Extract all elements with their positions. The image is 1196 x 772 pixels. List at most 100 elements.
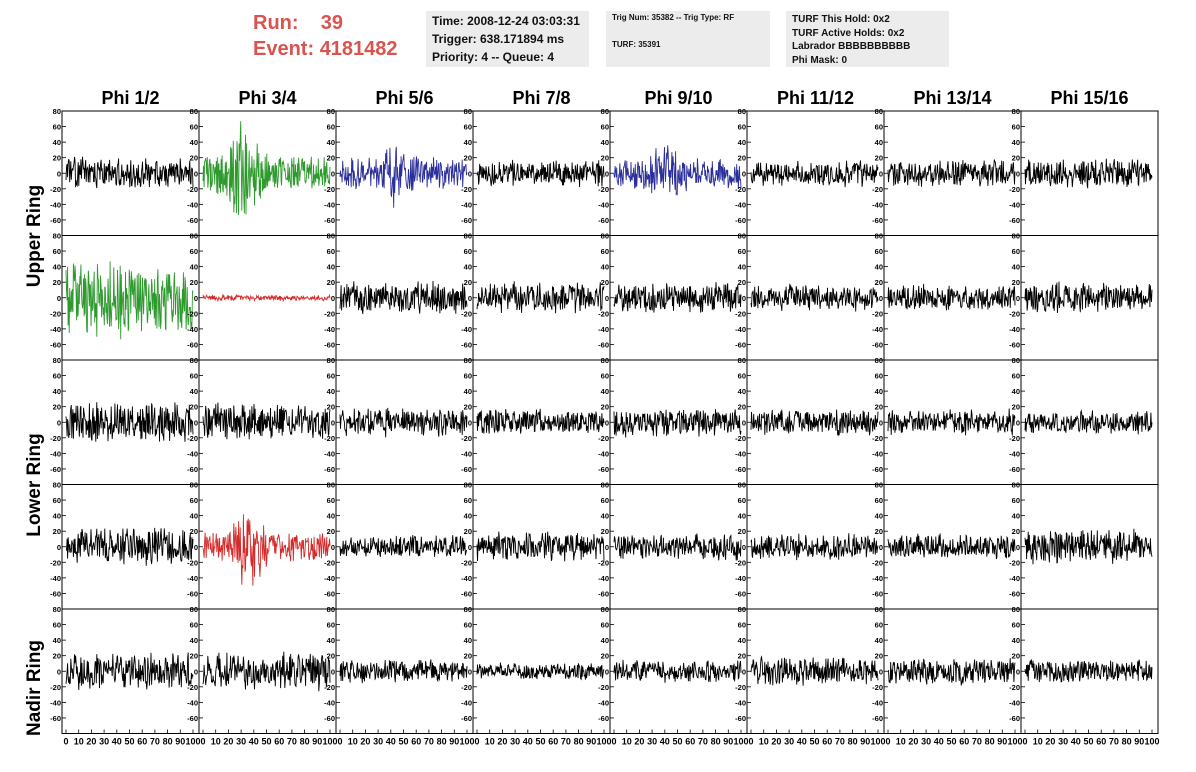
turf-text: TURF: 35391 — [612, 40, 661, 49]
y-tick-label: 0 — [1016, 667, 1020, 676]
y-tick-label: -20 — [324, 185, 335, 194]
trig-num-text: Trig Num: 35382 -- Trig Type: RF — [612, 13, 735, 22]
y-tick-label: 0 — [194, 294, 198, 303]
x-tick-label: 0 — [611, 737, 616, 747]
waveform-trace — [339, 280, 468, 314]
y-tick-label: 60 — [190, 621, 198, 630]
y-tick-label: -20 — [735, 434, 746, 443]
y-tick-label: -20 — [461, 309, 472, 318]
y-tick-label: 20 — [327, 527, 335, 536]
y-tick-label: 40 — [738, 636, 746, 645]
y-tick-label: -40 — [187, 574, 198, 583]
x-tick-label: 100 — [1144, 737, 1159, 747]
x-tick-label: 80 — [574, 737, 584, 747]
column-header-3: Phi 5/6 — [375, 88, 433, 108]
y-tick-label: -40 — [1009, 574, 1020, 583]
y-tick-label: -60 — [50, 589, 61, 598]
y-tick-label: 20 — [53, 278, 61, 287]
x-tick-label: 30 — [510, 737, 520, 747]
waveform-trace — [613, 282, 742, 313]
y-tick-label: 0 — [194, 667, 198, 676]
y-tick-label: 20 — [1012, 652, 1020, 661]
y-tick-label: 80 — [875, 481, 883, 490]
y-tick-label: -60 — [461, 340, 472, 349]
x-tick-label: 0 — [63, 737, 68, 747]
y-tick-label: -60 — [872, 714, 883, 723]
y-tick-label: 40 — [875, 387, 883, 396]
y-tick-label: 60 — [1012, 372, 1020, 381]
time-info-box: Time: 2008-12-24 03:03:31 Trigger: 638.1… — [426, 11, 589, 67]
y-tick-label: 40 — [190, 512, 198, 521]
y-tick-label: -20 — [187, 185, 198, 194]
y-tick-label: 0 — [468, 294, 472, 303]
y-tick-label: 80 — [190, 481, 198, 490]
x-tick-label: 60 — [274, 737, 284, 747]
waveform-trace — [65, 527, 194, 566]
y-tick-label: 40 — [464, 263, 472, 272]
y-tick-label: -20 — [50, 558, 61, 567]
x-tick-label: 60 — [822, 737, 832, 747]
y-tick-label: 0 — [57, 543, 61, 552]
waveform-trace — [202, 121, 331, 216]
y-tick-label: -60 — [187, 589, 198, 598]
y-tick-label: 20 — [53, 527, 61, 536]
y-tick-label: -40 — [50, 325, 61, 334]
y-tick-label: -40 — [598, 698, 609, 707]
y-tick-label: -20 — [735, 683, 746, 692]
y-tick-label: -40 — [598, 574, 609, 583]
y-tick-label: 40 — [327, 636, 335, 645]
waveform-trace — [65, 652, 194, 691]
x-tick-label: 60 — [548, 737, 558, 747]
column-header-5: Phi 9/10 — [644, 88, 712, 108]
y-tick-label: 20 — [464, 527, 472, 536]
x-tick-label: 90 — [175, 737, 185, 747]
y-tick-label: -20 — [735, 558, 746, 567]
y-tick-label: 40 — [601, 263, 609, 272]
y-tick-label: 40 — [738, 387, 746, 396]
y-tick-label: 60 — [875, 247, 883, 256]
y-tick-label: 80 — [53, 107, 61, 116]
y-tick-label: 0 — [742, 418, 746, 427]
y-tick-label: -20 — [50, 185, 61, 194]
y-tick-label: -40 — [461, 200, 472, 209]
y-tick-label: 40 — [875, 512, 883, 521]
x-tick-label: 0 — [748, 737, 753, 747]
y-tick-label: 40 — [1012, 636, 1020, 645]
x-tick-label: 40 — [386, 737, 396, 747]
x-tick-label: 10 — [74, 737, 84, 747]
x-tick-label: 100 — [322, 737, 337, 747]
y-tick-label: -20 — [598, 309, 609, 318]
x-tick-label: 60 — [411, 737, 421, 747]
waveform-trace — [1024, 528, 1153, 565]
y-tick-label: -40 — [735, 449, 746, 458]
x-tick-label: 10 — [348, 737, 358, 747]
x-tick-label: 100 — [870, 737, 885, 747]
y-tick-label: 0 — [331, 543, 335, 552]
y-tick-label: 60 — [190, 496, 198, 505]
y-tick-label: 40 — [327, 263, 335, 272]
x-tick-label: 90 — [860, 737, 870, 747]
run-label: Run: — [253, 12, 299, 34]
y-tick-label: 0 — [1016, 543, 1020, 552]
y-tick-label: -20 — [872, 309, 883, 318]
x-tick-label: 40 — [660, 737, 670, 747]
y-tick-label: -20 — [872, 185, 883, 194]
y-tick-label: 80 — [190, 107, 198, 116]
y-tick-label: -60 — [598, 714, 609, 723]
y-tick-label: 40 — [464, 512, 472, 521]
y-tick-label: 80 — [601, 481, 609, 490]
x-tick-label: 70 — [835, 737, 845, 747]
y-tick-label: -20 — [872, 434, 883, 443]
y-tick-label: 40 — [738, 512, 746, 521]
y-tick-label: 80 — [327, 605, 335, 614]
y-tick-label: 40 — [601, 512, 609, 521]
y-tick-label: 20 — [327, 154, 335, 163]
y-tick-label: 40 — [1012, 512, 1020, 521]
x-tick-label: 40 — [797, 737, 807, 747]
y-tick-label: -60 — [598, 216, 609, 225]
y-tick-label: -60 — [461, 589, 472, 598]
waveform-trace — [887, 283, 1016, 311]
y-tick-label: 80 — [464, 107, 472, 116]
x-tick-label: 50 — [398, 737, 408, 747]
x-tick-label: 10 — [211, 737, 221, 747]
